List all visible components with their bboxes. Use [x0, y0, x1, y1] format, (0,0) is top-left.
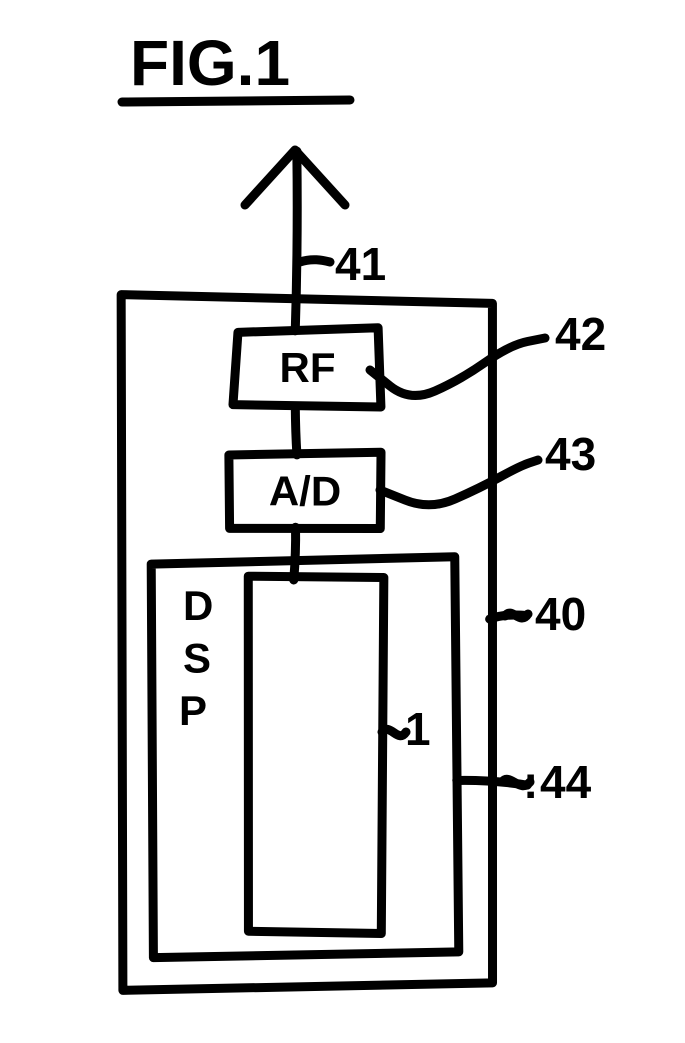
dsp-letter: S — [183, 635, 211, 682]
label-43: 43 — [545, 428, 596, 480]
figure-title: FIG.1 — [130, 27, 290, 99]
label-42: 42 — [555, 308, 606, 360]
label-leader-42 — [370, 338, 545, 395]
title-underline — [122, 100, 350, 102]
ad-block-label: A/D — [269, 468, 341, 515]
inner-block — [248, 576, 384, 933]
label-leader-43 — [380, 460, 538, 505]
label-44-colon: : — [523, 756, 538, 808]
label-leader-41 — [300, 260, 330, 262]
label-tilde-40 — [505, 613, 528, 618]
outer-box — [121, 295, 492, 991]
label-44: 44 — [540, 756, 592, 808]
connector-ad-dsp — [294, 527, 296, 580]
label-40: 40 — [535, 588, 586, 640]
connector-rf-ad — [295, 406, 297, 455]
label-1: 1 — [405, 703, 431, 755]
dsp-letter: P — [179, 687, 207, 734]
dsp-letter: D — [183, 582, 213, 629]
rf-block-label: RF — [280, 344, 336, 391]
dsp-block-label: DSP — [179, 582, 213, 734]
label-41: 41 — [335, 238, 386, 290]
